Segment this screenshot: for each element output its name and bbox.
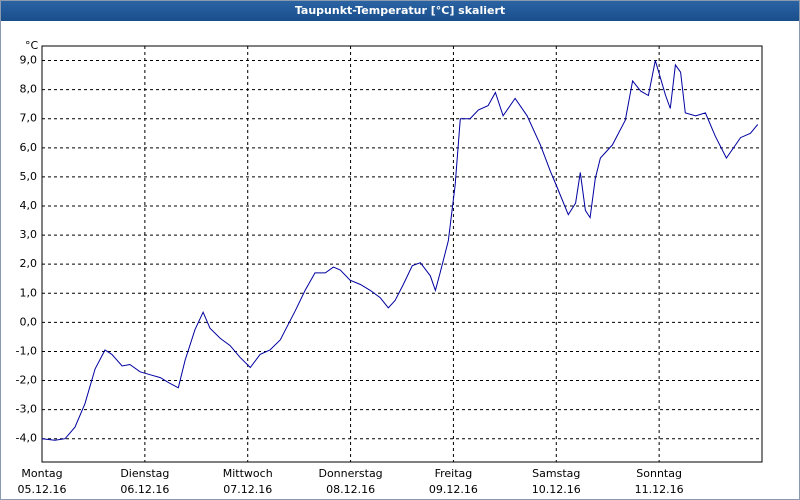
x-tick-label: Dienstag (120, 467, 169, 480)
y-tick-label: -4,0 (16, 432, 37, 445)
x-tick-label: Sonntag (636, 467, 682, 480)
x-tick-label: 08.12.16 (326, 483, 375, 496)
unit-label: °C (25, 39, 39, 52)
x-tick-label: 07.12.16 (223, 483, 272, 496)
data-line (41, 60, 759, 441)
x-tick-label: 05.12.16 (18, 483, 67, 496)
y-tick-label: 4,0 (20, 199, 38, 212)
x-tick-label: Freitag (435, 467, 473, 480)
y-tick-label: 5,0 (20, 170, 38, 183)
y-tick-label: 2,0 (20, 257, 38, 270)
x-tick-label: Mittwoch (223, 467, 273, 480)
y-tick-label: 1,0 (20, 286, 38, 299)
title-bar: Taupunkt-Temperatur [°C] skaliert (1, 1, 799, 21)
x-tick-label: Samstag (532, 467, 580, 480)
x-tick-label: Donnerstag (318, 467, 382, 480)
y-tick-label: 3,0 (20, 228, 38, 241)
y-tick-label: 6,0 (20, 141, 38, 154)
x-tick-label: Montag (21, 467, 62, 480)
y-tick-label: 7,0 (20, 112, 38, 125)
x-tick-label: 09.12.16 (429, 483, 478, 496)
x-tick-label: 06.12.16 (120, 483, 169, 496)
y-tick-label: 8,0 (20, 83, 38, 96)
y-tick-label: -1,0 (16, 344, 37, 357)
y-tick-label: 0,0 (20, 315, 38, 328)
chart: °C -4,0 -3,0 -2,0 -1,0 0,0 1,0 2,0 3,0 4,0 5,0 6,0… (16, 39, 763, 496)
y-tick-label: 9,0 (20, 54, 38, 67)
x-tick-label: 11.12.16 (635, 483, 684, 496)
y-tick-label: -2,0 (16, 374, 37, 387)
y-tick-label: -3,0 (16, 403, 37, 416)
plot-frame (41, 45, 763, 463)
x-tick-label: 10.12.16 (532, 483, 581, 496)
